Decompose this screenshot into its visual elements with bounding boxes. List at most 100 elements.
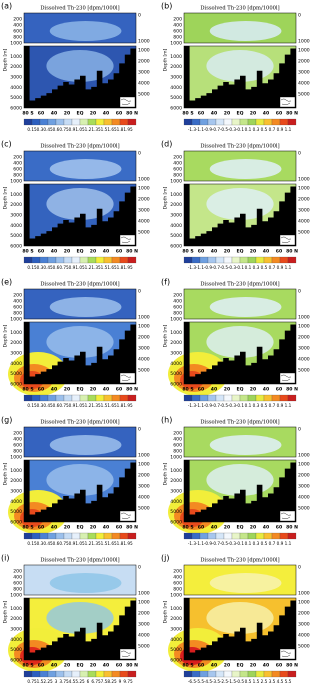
colorbar-cell xyxy=(79,532,89,540)
y-tick-label: 4000 xyxy=(10,499,22,505)
x-tick-label: 20 xyxy=(250,663,256,669)
panel-label: (i) xyxy=(1,554,9,563)
x-tick-label: 20 xyxy=(224,663,230,669)
colorbar-cell xyxy=(271,118,281,126)
colorbar-cell xyxy=(271,532,281,540)
colorbar-label: -1.3 xyxy=(188,403,197,408)
colorbar-cell xyxy=(255,394,265,402)
panel: (a) Dissolved Th-230 [dpm/1000l] Depth [m]… xyxy=(1,2,150,133)
y-tick-label: 200 xyxy=(173,17,182,23)
x-tick-label: 60 xyxy=(38,525,44,531)
colorbar-label: 6.75 xyxy=(91,679,101,684)
x-tick-label: 40 xyxy=(263,111,269,117)
colorbar-label: 0.5 xyxy=(261,265,268,270)
x-tick-label: 40 xyxy=(51,525,57,531)
y-tick-label: 1000 xyxy=(10,54,22,60)
contour xyxy=(49,159,122,179)
colorbar-label: 1.95 xyxy=(123,127,133,132)
colorbar-cell xyxy=(23,532,33,540)
colorbar-label: 1.2 xyxy=(85,541,92,546)
y-tick-label: 4000 xyxy=(170,85,182,91)
colorbar-label: 1.8 xyxy=(117,403,124,408)
colorbar-label: 0.6 xyxy=(53,541,60,546)
panel-label: (a) xyxy=(1,2,12,11)
y-tick-label: 2000 xyxy=(10,478,22,484)
x-tick-label: 60 xyxy=(276,525,282,531)
colorbar-label: 0.3 xyxy=(37,265,44,270)
x-tick-label: 40 xyxy=(51,663,57,669)
panel-label: (g) xyxy=(1,416,12,425)
panel-label: (b) xyxy=(161,2,172,11)
panel-label: (d) xyxy=(161,140,172,149)
bathymetry xyxy=(184,184,296,246)
y-tick-label: 0 xyxy=(298,151,301,157)
colorbar-cell xyxy=(111,118,121,126)
colorbar-cell xyxy=(63,394,73,402)
y-tick-label: 1000 xyxy=(138,462,150,468)
colorbar-cell xyxy=(71,256,81,264)
colorbar-label: 0.3 xyxy=(253,541,260,546)
bathymetry xyxy=(24,460,136,522)
x-tick-label: 80 S xyxy=(22,525,33,531)
x-tick-label: 80 S xyxy=(182,663,193,669)
colorbar-cell xyxy=(207,394,217,402)
y-tick-label: 1000 xyxy=(138,177,150,183)
y-axis-label: Depth [m] xyxy=(163,186,169,209)
colorbar-label: 0.1 xyxy=(245,541,252,546)
x-tick-label: 20 xyxy=(250,111,256,117)
colorbar-cell xyxy=(199,670,209,678)
colorbar-cell xyxy=(47,118,57,126)
y-tick-label: 4000 xyxy=(138,81,150,87)
x-tick-label: 60 xyxy=(116,663,122,669)
colorbar-cell xyxy=(263,118,273,126)
y-tick-label: 5000 xyxy=(10,95,22,101)
y-tick-label: 2000 xyxy=(10,64,22,70)
y-tick-label: 1000 xyxy=(10,41,22,47)
y-tick-label: 1000 xyxy=(10,455,22,461)
colorbar-label: -0.7 xyxy=(212,541,221,546)
colorbar-cell xyxy=(231,394,241,402)
y-tick-label: 5000 xyxy=(10,233,22,239)
y-tick-label: 1000 xyxy=(298,324,310,330)
colorbar-label: 0.3 xyxy=(253,403,260,408)
y-tick-label: 1000 xyxy=(138,324,150,330)
colorbar-cell xyxy=(127,532,137,540)
colorbar-label: -6.5 xyxy=(188,679,197,684)
y-tick-label: 1000 xyxy=(138,453,150,459)
y-tick-label: 3000 xyxy=(10,75,22,81)
colorbar-cell xyxy=(183,670,193,678)
x-tick-label: 20 xyxy=(90,663,96,669)
colorbar-cell xyxy=(279,670,289,678)
colorbar-label: 2.25 xyxy=(43,679,53,684)
y-tick-label: 1000 xyxy=(170,455,182,461)
colorbar-cell xyxy=(223,670,233,678)
colorbar-cell xyxy=(191,256,201,264)
y-tick-label: 5000 xyxy=(138,506,150,512)
y-tick-label: 3000 xyxy=(138,208,150,214)
colorbar-label: 0.9 xyxy=(277,541,284,546)
x-tick-label: 60 xyxy=(198,111,204,117)
map-inset xyxy=(279,234,296,246)
y-tick-label: 200 xyxy=(173,293,182,299)
y-tick-label: 1000 xyxy=(298,600,310,606)
colorbar-label: -0.9 xyxy=(204,541,213,546)
colorbar-cell xyxy=(199,394,209,402)
colorbar-cell xyxy=(207,118,217,126)
colorbar-label: -0.5 xyxy=(220,541,229,546)
colorbar-label: 0.7 xyxy=(269,541,276,546)
colorbar-label: -0.1 xyxy=(236,541,245,546)
y-tick-label: 6000 xyxy=(10,520,22,526)
colorbar-cell xyxy=(95,532,105,540)
colorbar-label: 0.15 xyxy=(27,265,37,270)
y-tick-label: 800 xyxy=(13,449,22,455)
panel-title: Dissolved Th-230 [dpm/1000l] xyxy=(200,144,279,150)
y-tick-label: 3000 xyxy=(10,213,22,219)
y-tick-label: 0 xyxy=(138,13,141,19)
contour xyxy=(206,50,274,82)
x-tick-label: 80 S xyxy=(182,111,193,117)
y-tick-label: 800 xyxy=(173,35,182,41)
x-tick-label: 80 N xyxy=(286,249,298,255)
colorbar-label: 9.75 xyxy=(123,679,133,684)
y-tick-label: 3000 xyxy=(138,622,150,628)
colorbar-label: -1.1 xyxy=(196,403,205,408)
